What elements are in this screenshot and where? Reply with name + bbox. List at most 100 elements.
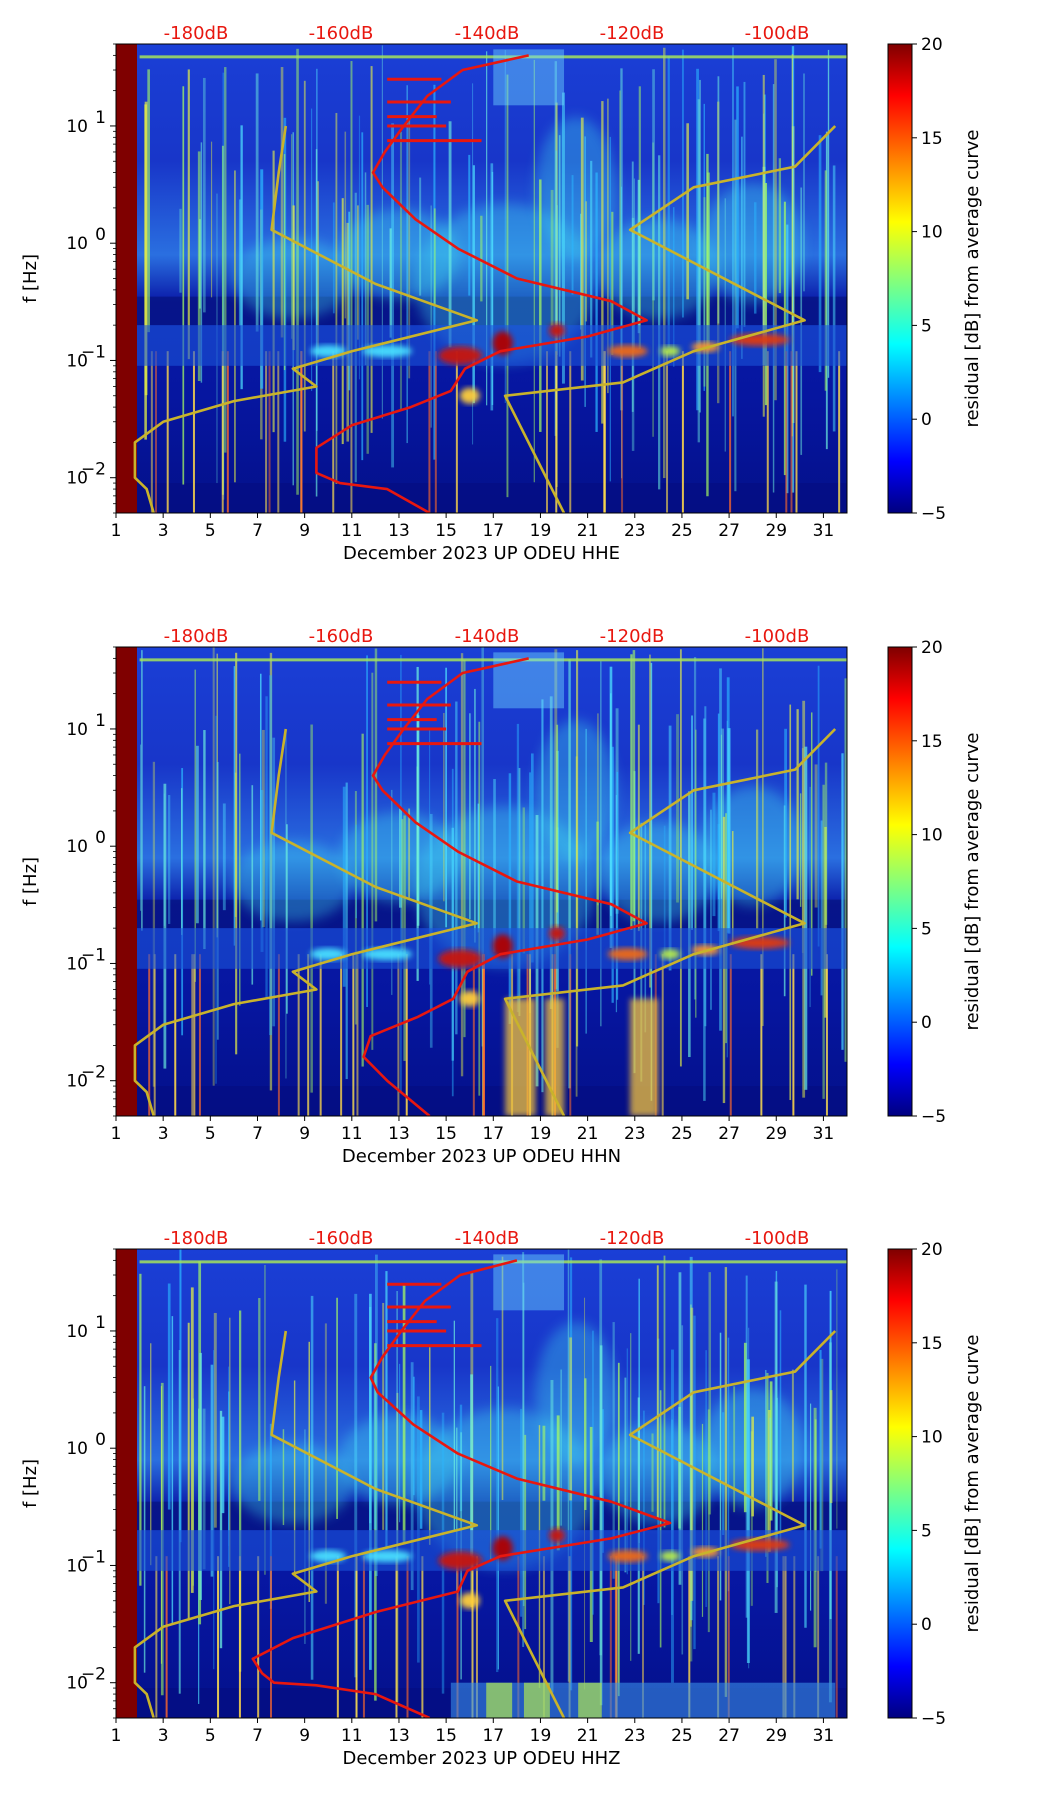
transient-streak (285, 730, 287, 1079)
x-tick-label: 23 (624, 1124, 646, 1144)
transient-streak (463, 660, 466, 1038)
transient-streak (722, 1412, 725, 1536)
transient-streak (609, 136, 611, 482)
transient-streak (259, 673, 262, 921)
lf-spike (406, 1556, 409, 1718)
transient-streak (632, 650, 636, 922)
transient-streak (419, 177, 422, 296)
x-tick-label: 23 (624, 1726, 646, 1746)
lf-spike (155, 351, 158, 513)
transient-streak (317, 181, 319, 355)
transient-streak (470, 1374, 473, 1557)
y-axis-label: f [Hz] (20, 857, 41, 906)
lf-spike (475, 1556, 478, 1718)
transient-streak (774, 1281, 778, 1613)
x-tick-label: 13 (388, 521, 410, 541)
transient-streak (216, 761, 219, 1040)
lf-spike (785, 351, 788, 513)
y-tick-exponent: −2 (81, 1665, 106, 1685)
transient-streak (506, 74, 509, 498)
transient-streak (696, 68, 699, 411)
x-tick-label: 15 (435, 1726, 457, 1746)
x-tick-label: 13 (388, 1124, 410, 1144)
transient-streak (163, 783, 167, 1069)
lf-spike (793, 1556, 796, 1718)
transient-streak (550, 189, 554, 327)
transient-streak (255, 73, 259, 332)
transient-streak (651, 1433, 654, 1512)
db-scale-label: -180dB (164, 626, 229, 647)
transient-streak (182, 86, 185, 485)
transient-streak (152, 761, 156, 1087)
transient-streak (468, 154, 471, 296)
transient-streak (814, 764, 818, 908)
transient-streak (491, 171, 494, 405)
lf-spike (434, 351, 437, 513)
colorbar-tick-label: −5 (921, 1709, 946, 1729)
x-tick-label: 19 (530, 521, 552, 541)
transient-streak (238, 199, 242, 326)
lf-spike (482, 954, 485, 1116)
transient-streak (555, 102, 558, 488)
x-axis-label: December 2023 UP ODEU HHZ (342, 1748, 620, 1769)
energy-glow (338, 812, 459, 903)
transient-streak (699, 79, 701, 413)
transient-streak (283, 154, 286, 371)
db-scale-label: -160dB (309, 23, 374, 44)
transient-streak (197, 151, 201, 382)
x-tick-label: 21 (577, 1726, 599, 1746)
transient-streak (601, 1409, 605, 1553)
transient-streak (772, 84, 775, 493)
microseism-burst (310, 1550, 347, 1563)
transient-streak (743, 1342, 747, 1513)
transient-streak (391, 123, 395, 468)
y-tick-exponent: 0 (95, 225, 106, 245)
transient-streak (824, 170, 827, 391)
x-tick-label: 1 (111, 521, 122, 541)
transient-streak (429, 729, 431, 985)
transient-streak (533, 59, 535, 483)
transient-streak (167, 1283, 171, 1510)
lf-spike (471, 1556, 474, 1718)
lf-spike (455, 351, 458, 513)
x-tick-label: 25 (671, 1726, 693, 1746)
transient-streak (375, 1254, 378, 1577)
db-scale-label: -180dB (164, 23, 229, 44)
x-tick-label: 17 (482, 521, 504, 541)
transient-streak (671, 1419, 673, 1615)
lf-spike (555, 351, 558, 513)
transient-streak (416, 715, 420, 926)
lf-spike (277, 954, 280, 1116)
transient-streak (486, 51, 488, 406)
transient-streak (584, 136, 586, 407)
colorbar (887, 1248, 913, 1719)
no-data-strip (116, 44, 137, 513)
lf-spike (300, 351, 303, 513)
transient-streak (265, 696, 268, 999)
y-axis-label: f [Hz] (20, 1459, 41, 1508)
transient-streak (601, 101, 604, 424)
hf-line (139, 658, 847, 662)
transient-streak (261, 729, 265, 928)
lf-spike (729, 351, 732, 513)
transient-streak (478, 721, 481, 1096)
transient-streak (637, 179, 641, 334)
transient-streak (171, 1316, 174, 1624)
x-tick-label: 9 (299, 1726, 310, 1746)
transient-streak (269, 1423, 272, 1609)
transient-streak (656, 1265, 659, 1520)
lf-spike (198, 954, 201, 1116)
transient-streak (804, 746, 808, 1090)
db-scale-label: -100dB (745, 1228, 810, 1249)
transient-streak (814, 1419, 817, 1572)
lf-spike (790, 351, 793, 513)
db-scale-label: -140dB (455, 23, 520, 44)
transient-streak (501, 1256, 504, 1500)
transient-streak (370, 66, 373, 433)
transient-streak (681, 1325, 684, 1655)
lf-spike (257, 1556, 260, 1718)
transient-streak (190, 1287, 194, 1593)
microseism-burst (362, 345, 413, 358)
transient-streak (332, 202, 335, 314)
transient-streak (652, 142, 654, 437)
